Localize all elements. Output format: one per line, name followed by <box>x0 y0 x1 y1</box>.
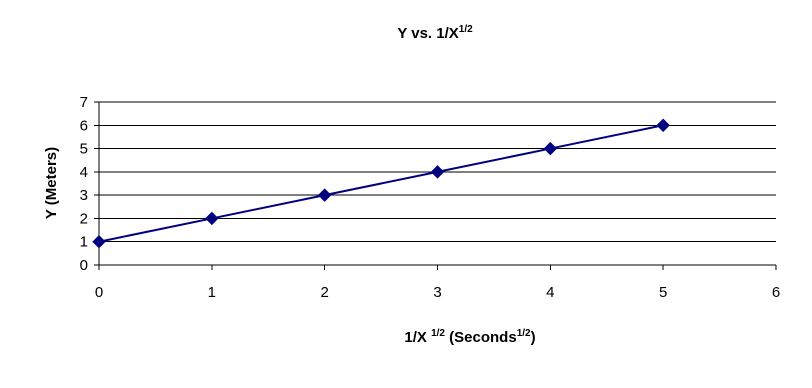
tick-label-layer: 0 1 2 3 4 5 6 7 0 1 2 3 4 5 6 <box>80 94 781 301</box>
y-tick-label-6: 6 <box>80 117 88 134</box>
x-axis-label-prefix-superscript: 1/2 <box>431 328 445 339</box>
x-axis-label: 1/X 1/2 (Seconds1/2) <box>404 328 535 346</box>
series-point-0-5 <box>656 118 670 132</box>
x-tick-label-3: 3 <box>433 284 441 301</box>
x-axis-label-suffix-superscript: 1/2 <box>517 328 531 339</box>
y-tick-label-1: 1 <box>80 234 88 251</box>
x-tick-label-1: 1 <box>208 284 216 301</box>
x-tick-label-5: 5 <box>659 284 667 301</box>
y-tick-label-0: 0 <box>80 257 88 274</box>
series-point-0-3 <box>430 165 445 179</box>
axis-layer <box>94 101 777 270</box>
x-tick-label-2: 2 <box>320 284 328 301</box>
y-tick-label-5: 5 <box>80 141 88 158</box>
series-point-0-2 <box>317 188 332 202</box>
x-axis-label-close: ) <box>531 329 536 346</box>
y-axis-label: Y (Meters) <box>43 147 60 219</box>
x-axis-label-suffix: (Seconds <box>445 329 517 346</box>
series-point-0-0 <box>92 235 106 249</box>
chart-title: Y vs. 1/X1/2 <box>397 24 473 42</box>
series-line-0 <box>98 124 664 243</box>
x-tick-label-6: 6 <box>772 284 780 301</box>
series-point-0-4 <box>543 141 558 156</box>
y-tick-label-3: 3 <box>80 187 88 204</box>
series-layer <box>92 118 670 249</box>
x-tick-label-4: 4 <box>546 284 554 301</box>
series-point-0-1 <box>205 211 219 226</box>
y-tick-label-7: 7 <box>80 94 88 111</box>
chart-title-superscript: 1/2 <box>459 24 473 35</box>
x-axis-label-prefix: 1/X <box>404 329 431 346</box>
y-tick-label-4: 4 <box>80 164 88 181</box>
x-tick-label-0: 0 <box>95 284 103 301</box>
chart-title-main: Y vs. 1/X <box>397 25 458 42</box>
y-tick-label-2: 2 <box>80 210 88 227</box>
